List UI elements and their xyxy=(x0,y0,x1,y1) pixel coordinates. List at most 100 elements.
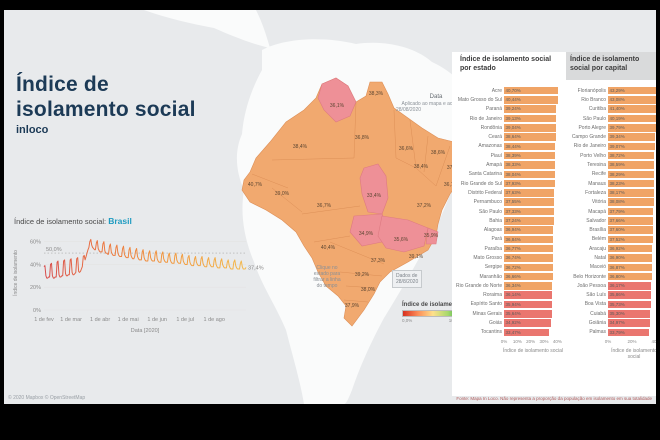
ranking-bar[interactable] xyxy=(504,328,549,337)
ranking-row[interactable]: Goiás 34,92% xyxy=(456,318,564,327)
ranking-row[interactable]: Piauí 38,39% xyxy=(456,151,564,160)
ranking-row[interactable]: Rio de Janeiro 39,07% xyxy=(566,142,656,151)
state-roraima[interactable] xyxy=(317,77,357,123)
ranking-row[interactable]: Amazonas 38,44% xyxy=(456,142,564,151)
ranking-row[interactable]: Sergipe 36,72% xyxy=(456,263,564,272)
ranking-bar[interactable] xyxy=(608,328,649,337)
ranking-row[interactable]: Vitória 38,08% xyxy=(566,198,656,207)
state-minas-gerais[interactable] xyxy=(377,215,429,253)
ranking-bar[interactable] xyxy=(504,189,555,197)
ranking-bar[interactable] xyxy=(504,151,556,160)
ranking-bar[interactable] xyxy=(608,282,652,290)
ranking-bar[interactable] xyxy=(608,300,651,309)
ranking-bar[interactable] xyxy=(504,179,555,188)
ranking-bar[interactable] xyxy=(504,124,557,132)
ranking-bar[interactable] xyxy=(608,96,656,104)
ranking-bar[interactable] xyxy=(504,272,553,281)
ranking-bar[interactable] xyxy=(608,179,654,188)
ranking-bar[interactable] xyxy=(504,254,553,262)
ranking-bar[interactable] xyxy=(608,207,654,216)
ranking-bar[interactable] xyxy=(608,133,656,141)
ranking-row[interactable]: Pará 36,84% xyxy=(456,235,564,244)
ranking-row[interactable]: Tocantins 33,47% xyxy=(456,328,564,337)
ranking-bar[interactable] xyxy=(608,244,653,253)
ranking-row[interactable]: Amapá 38,33% xyxy=(456,160,564,169)
line-chart[interactable]: 0% 20% 40% 60% 50,0% 1 de fev 1 de mar 1 de abr… xyxy=(10,226,276,342)
ranking-bar[interactable] xyxy=(608,226,654,234)
ranking-bar[interactable] xyxy=(504,198,555,206)
ranking-bar[interactable] xyxy=(608,151,655,160)
ranking-row[interactable]: Espírito Santo 35,94% xyxy=(456,300,564,309)
ranking-bar[interactable] xyxy=(504,244,554,253)
ranking-bar[interactable] xyxy=(608,291,652,299)
ranking-bar[interactable] xyxy=(608,263,653,272)
ranking-row[interactable]: Goiânia 34,97% xyxy=(566,318,656,327)
ranking-bar[interactable] xyxy=(608,142,655,151)
ranking-bar[interactable] xyxy=(504,114,557,123)
ranking-bar[interactable] xyxy=(608,161,655,169)
ranking-bar[interactable] xyxy=(504,105,557,113)
ranking-row[interactable]: Mato Grosso 36,74% xyxy=(456,253,564,262)
ranking-bar[interactable] xyxy=(504,86,559,95)
ranking-bar[interactable] xyxy=(504,96,558,104)
ranking-row[interactable]: Belém 37,52% xyxy=(566,235,656,244)
ranking-row[interactable]: Paraíba 36,77% xyxy=(456,244,564,253)
ranking-bar[interactable] xyxy=(504,142,556,151)
ranking-row[interactable]: Porto Alegre 39,79% xyxy=(566,123,656,132)
ranking-row[interactable]: Rio Branco 43,08% xyxy=(566,95,656,104)
ranking-bar[interactable] xyxy=(504,217,554,225)
ranking-bar[interactable] xyxy=(608,114,656,123)
ranking-bar[interactable] xyxy=(608,235,654,244)
ranking-row[interactable]: Pernambuco 37,55% xyxy=(456,198,564,207)
ranking-row[interactable]: Porto Velho 38,72% xyxy=(566,151,656,160)
state-espirito-santo[interactable] xyxy=(425,227,439,245)
ranking-bar[interactable] xyxy=(504,235,554,244)
ranking-row[interactable]: João Pessoa 36,17% xyxy=(566,281,656,290)
ranking-bar[interactable] xyxy=(504,207,554,216)
ranking-bar[interactable] xyxy=(608,310,651,318)
ranking-row[interactable]: Manaus 38,23% xyxy=(566,179,656,188)
ranking-bar[interactable] xyxy=(504,319,551,327)
map-attribution[interactable]: © 2020 Mapbox © OpenStreetMap xyxy=(8,395,86,401)
ranking-bar[interactable] xyxy=(504,226,554,234)
ranking-row[interactable]: Florianópolis 43,29% xyxy=(566,86,656,95)
ranking-row[interactable]: São Luís 35,86% xyxy=(566,291,656,300)
ranking-row[interactable]: Acre 40,70% xyxy=(456,86,564,95)
ranking-row[interactable]: Teresina 38,59% xyxy=(566,160,656,169)
ranking-bar[interactable] xyxy=(608,189,654,197)
ranking-row[interactable]: Minas Gerais 35,64% xyxy=(456,309,564,318)
ranking-bar[interactable] xyxy=(608,86,656,95)
ranking-bar[interactable] xyxy=(504,170,555,179)
ranking-row[interactable]: Maceió 36,87% xyxy=(566,263,656,272)
ranking-row[interactable]: Aracaju 36,92% xyxy=(566,244,656,253)
ranking-bar[interactable] xyxy=(504,161,556,169)
ranking-row[interactable]: Brasília 37,60% xyxy=(566,225,656,234)
ranking-row[interactable]: Roraima 36,14% xyxy=(456,291,564,300)
ranking-row[interactable]: Rio Grande do Norte 36,34% xyxy=(456,281,564,290)
ranking-bar[interactable] xyxy=(504,263,553,272)
ranking-row[interactable]: Belo Horizonte 36,80% xyxy=(566,272,656,281)
ranking-row[interactable]: São Paulo 37,33% xyxy=(456,207,564,216)
ranking-row[interactable]: Macapá 37,79% xyxy=(566,207,656,216)
ranking-bar[interactable] xyxy=(504,291,553,299)
ranking-bar[interactable] xyxy=(504,133,556,141)
ranking-bar[interactable] xyxy=(608,124,656,132)
ranking-row[interactable]: Curitiba 41,40% xyxy=(566,105,656,114)
ranking-bar[interactable] xyxy=(608,217,654,225)
ranking-row[interactable]: Campo Grande 39,34% xyxy=(566,132,656,141)
ranking-row[interactable]: Recife 38,29% xyxy=(566,170,656,179)
ranking-bar[interactable] xyxy=(608,272,653,281)
ranking-row[interactable]: Fortaleza 38,17% xyxy=(566,188,656,197)
ranking-row[interactable]: Cuiabá 35,30% xyxy=(566,309,656,318)
ranking-bar[interactable] xyxy=(504,300,552,309)
ranking-row[interactable]: Maranhão 36,66% xyxy=(456,272,564,281)
ranking-row[interactable]: Rondônia 39,04% xyxy=(456,123,564,132)
ranking-bar[interactable] xyxy=(608,254,653,262)
ranking-row[interactable]: Natal 36,90% xyxy=(566,253,656,262)
ranking-bar[interactable] xyxy=(608,105,656,113)
ranking-row[interactable]: Salvador 37,66% xyxy=(566,216,656,225)
ranking-bar[interactable] xyxy=(608,319,650,327)
ranking-bar[interactable] xyxy=(504,282,553,290)
ranking-row[interactable]: Ceará 38,64% xyxy=(456,132,564,141)
ranking-row[interactable]: Distrito Federal 37,63% xyxy=(456,188,564,197)
